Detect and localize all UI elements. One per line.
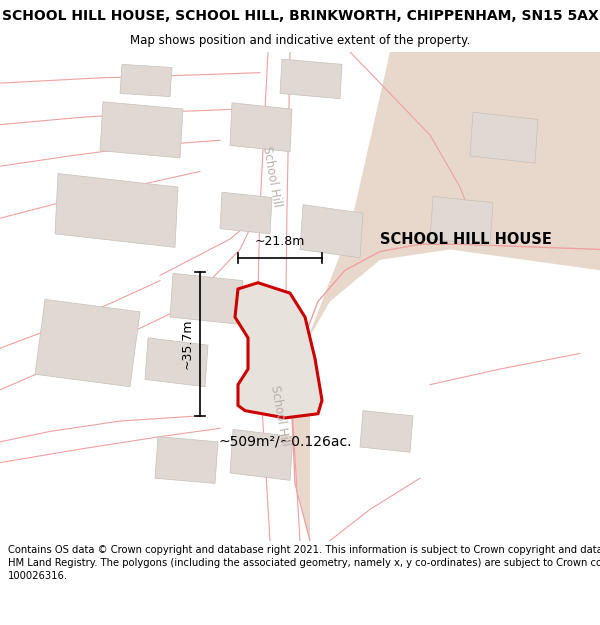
Polygon shape: [470, 112, 538, 163]
Polygon shape: [35, 299, 140, 387]
Text: ~509m²/~0.126ac.: ~509m²/~0.126ac.: [218, 435, 352, 449]
Polygon shape: [55, 174, 178, 248]
Polygon shape: [300, 205, 363, 258]
Text: ~35.7m: ~35.7m: [181, 319, 193, 369]
Polygon shape: [145, 338, 208, 387]
Text: SCHOOL HILL HOUSE, SCHOOL HILL, BRINKWORTH, CHIPPENHAM, SN15 5AX: SCHOOL HILL HOUSE, SCHOOL HILL, BRINKWOR…: [2, 9, 598, 22]
Polygon shape: [235, 282, 322, 418]
Polygon shape: [220, 192, 272, 234]
Polygon shape: [100, 102, 183, 158]
Text: Map shows position and indicative extent of the property.: Map shows position and indicative extent…: [130, 34, 470, 47]
Polygon shape: [230, 103, 292, 152]
Polygon shape: [280, 59, 342, 99]
Text: Contains OS data © Crown copyright and database right 2021. This information is : Contains OS data © Crown copyright and d…: [8, 544, 600, 581]
Polygon shape: [290, 52, 600, 541]
Polygon shape: [170, 273, 243, 324]
Polygon shape: [230, 429, 293, 480]
Polygon shape: [258, 52, 300, 541]
Text: SCHOOL HILL HOUSE: SCHOOL HILL HOUSE: [380, 231, 552, 246]
Polygon shape: [120, 64, 172, 97]
Text: ~21.8m: ~21.8m: [255, 234, 305, 248]
Text: School Hill: School Hill: [260, 145, 284, 208]
Polygon shape: [360, 411, 413, 452]
Polygon shape: [430, 196, 493, 245]
Polygon shape: [155, 437, 218, 483]
Text: School Hill: School Hill: [268, 384, 292, 448]
